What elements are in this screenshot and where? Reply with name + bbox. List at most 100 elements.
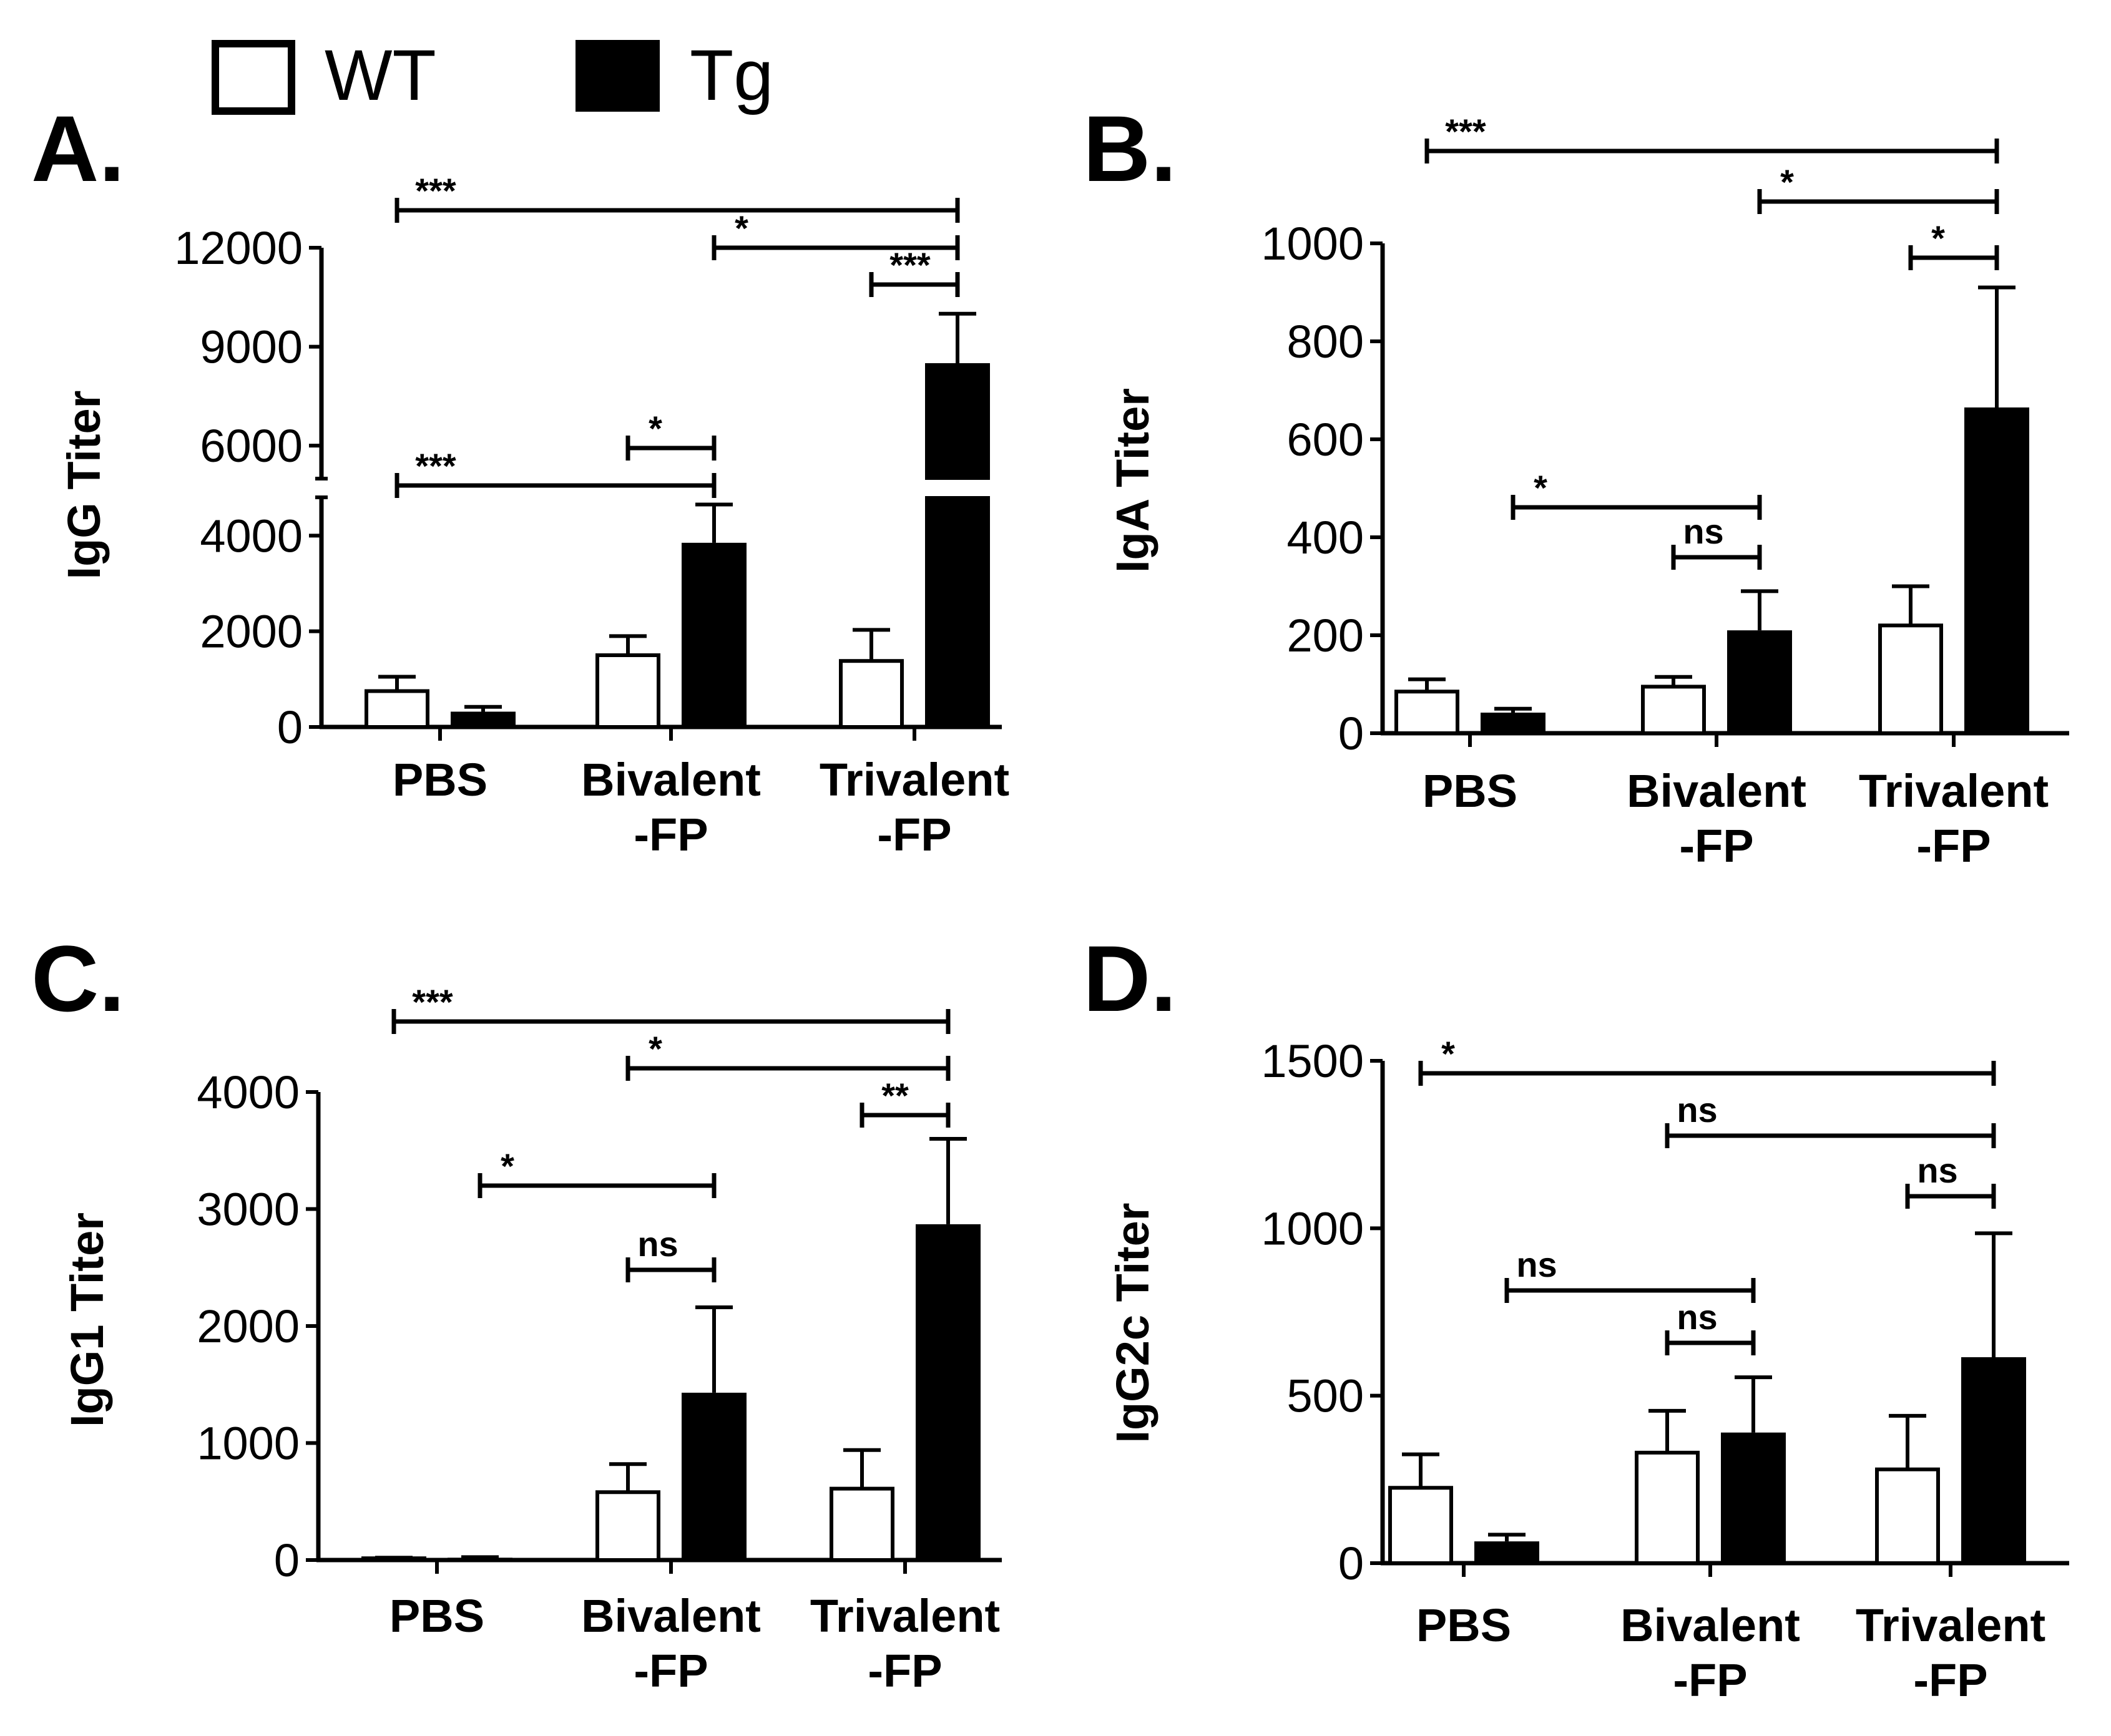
y-tick-label: 4000 xyxy=(200,510,303,562)
y-tick-label: 0 xyxy=(1338,1538,1364,1589)
bar-tg xyxy=(682,542,747,727)
y-tick-label: 200 xyxy=(1287,610,1364,661)
legend-tg-swatch xyxy=(576,40,660,112)
y-tick-label: 12000 xyxy=(174,222,303,274)
x-category-label: Trivalent xyxy=(810,1590,1000,1642)
y-tick-label: 1000 xyxy=(1261,1202,1364,1254)
significance-bracket xyxy=(394,198,960,223)
legend-wt-label: WT xyxy=(325,36,436,115)
bar-tg xyxy=(1964,407,2029,733)
significance-label: *** xyxy=(412,982,453,1022)
y-tick-label: 1500 xyxy=(1261,1035,1364,1087)
x-category-label: -FP xyxy=(634,1645,708,1697)
bar-tg xyxy=(682,1392,747,1560)
panel-letter: B. xyxy=(1083,96,1177,201)
x-category-label: PBS xyxy=(389,1590,484,1642)
x-category-label: PBS xyxy=(1423,765,1517,817)
legend-tg-label: Tg xyxy=(690,36,773,115)
significance-bracket xyxy=(394,473,717,498)
bar-wt xyxy=(361,1556,426,1563)
significance-bracket xyxy=(625,1257,717,1282)
bar-wt xyxy=(1635,1450,1700,1565)
y-tick-label: 0 xyxy=(274,1534,300,1586)
y-axis-title: IgG Titer xyxy=(58,391,110,580)
bar-tg xyxy=(451,711,516,727)
x-category-label: Bivalent xyxy=(581,1590,761,1642)
x-category-label: PBS xyxy=(1416,1599,1511,1651)
x-category-label: -FP xyxy=(1679,820,1753,872)
bar-wt xyxy=(595,653,660,729)
bar-wt xyxy=(839,659,904,729)
significance-label: ns xyxy=(1683,512,1723,551)
significance-label: * xyxy=(1441,1034,1455,1073)
significance-label: * xyxy=(1780,162,1794,202)
significance-bracket xyxy=(1665,1123,1996,1148)
y-tick-label: 800 xyxy=(1287,316,1364,368)
y-tick-label: 4000 xyxy=(197,1066,300,1118)
significance-bracket xyxy=(391,1009,951,1034)
legend: WT Tg xyxy=(212,36,773,115)
x-category-label: Trivalent xyxy=(820,754,1009,806)
significance-bracket xyxy=(1665,1330,1756,1355)
y-tick-label: 0 xyxy=(1338,708,1364,759)
bar-tg xyxy=(448,1558,512,1561)
y-tick-label: 3000 xyxy=(197,1184,300,1236)
x-category-label: -FP xyxy=(1913,1654,1987,1706)
significance-label: *** xyxy=(415,171,456,210)
x-category-label: PBS xyxy=(393,754,487,806)
significance-label: ns xyxy=(1917,1151,1957,1190)
bar-wt xyxy=(365,689,429,729)
significance-bracket xyxy=(1504,1278,1756,1303)
bar-tg xyxy=(1481,713,1545,733)
significance-label: *** xyxy=(889,245,931,285)
y-tick-label: 2000 xyxy=(200,606,303,658)
significance-label: ** xyxy=(881,1076,909,1115)
panel-letter: A. xyxy=(31,96,125,201)
significance-bracket xyxy=(1424,139,1999,163)
bar-tg xyxy=(925,363,990,727)
x-category-label: Trivalent xyxy=(1856,1599,2045,1651)
x-category-label: Bivalent xyxy=(1627,765,1806,817)
y-axis-title: IgA Titer xyxy=(1107,388,1158,573)
y-tick-label: 400 xyxy=(1287,512,1364,563)
bar-tg xyxy=(916,1224,981,1560)
significance-label: * xyxy=(1534,468,1547,507)
bar-wt xyxy=(1394,690,1459,736)
bar-tg xyxy=(1474,1541,1539,1563)
panel-letter: C. xyxy=(31,926,125,1031)
x-category-label: -FP xyxy=(1673,1654,1747,1706)
panel-c-igg1-chart: C. IgG1 Titer 0 1000 2000 3000 4000 PBS Bivalent… xyxy=(31,926,1002,1697)
panel-a-igg-chart: A. IgG Titer 0 2000 4000 6000 9000 12000 PBS Biva… xyxy=(31,96,1009,861)
bar-wt xyxy=(1878,623,1943,735)
significance-bracket xyxy=(1418,1061,1996,1086)
significance-bracket xyxy=(1757,189,1999,214)
x-category-label: Bivalent xyxy=(1620,1599,1800,1651)
significance-bracket xyxy=(1908,245,1999,270)
bar-wt xyxy=(1641,685,1706,736)
significance-label: * xyxy=(501,1146,514,1186)
significance-label: * xyxy=(649,409,662,448)
y-tick-label: 2000 xyxy=(197,1300,300,1352)
y-tick-label: 9000 xyxy=(200,321,303,373)
y-tick-label: 6000 xyxy=(200,420,303,472)
significance-label: *** xyxy=(1445,112,1486,151)
significance-bracket xyxy=(869,272,960,297)
significance-bracket xyxy=(1511,495,1762,520)
x-category-label: Trivalent xyxy=(1859,765,2049,817)
significance-bracket xyxy=(1905,1184,1996,1209)
x-category-label: -FP xyxy=(1916,820,1991,872)
bar-wt xyxy=(595,1490,660,1562)
significance-label: ns xyxy=(637,1224,678,1264)
significance-bracket xyxy=(712,235,960,260)
bar-tg xyxy=(1727,630,1792,733)
significance-label: * xyxy=(649,1029,662,1068)
x-category-label: Bivalent xyxy=(581,754,761,806)
x-category-label: -FP xyxy=(634,809,708,861)
bar-tg xyxy=(1961,1357,2026,1563)
bar-wt xyxy=(1388,1486,1453,1565)
x-category-label: -FP xyxy=(877,809,951,861)
significance-bracket xyxy=(478,1173,717,1198)
